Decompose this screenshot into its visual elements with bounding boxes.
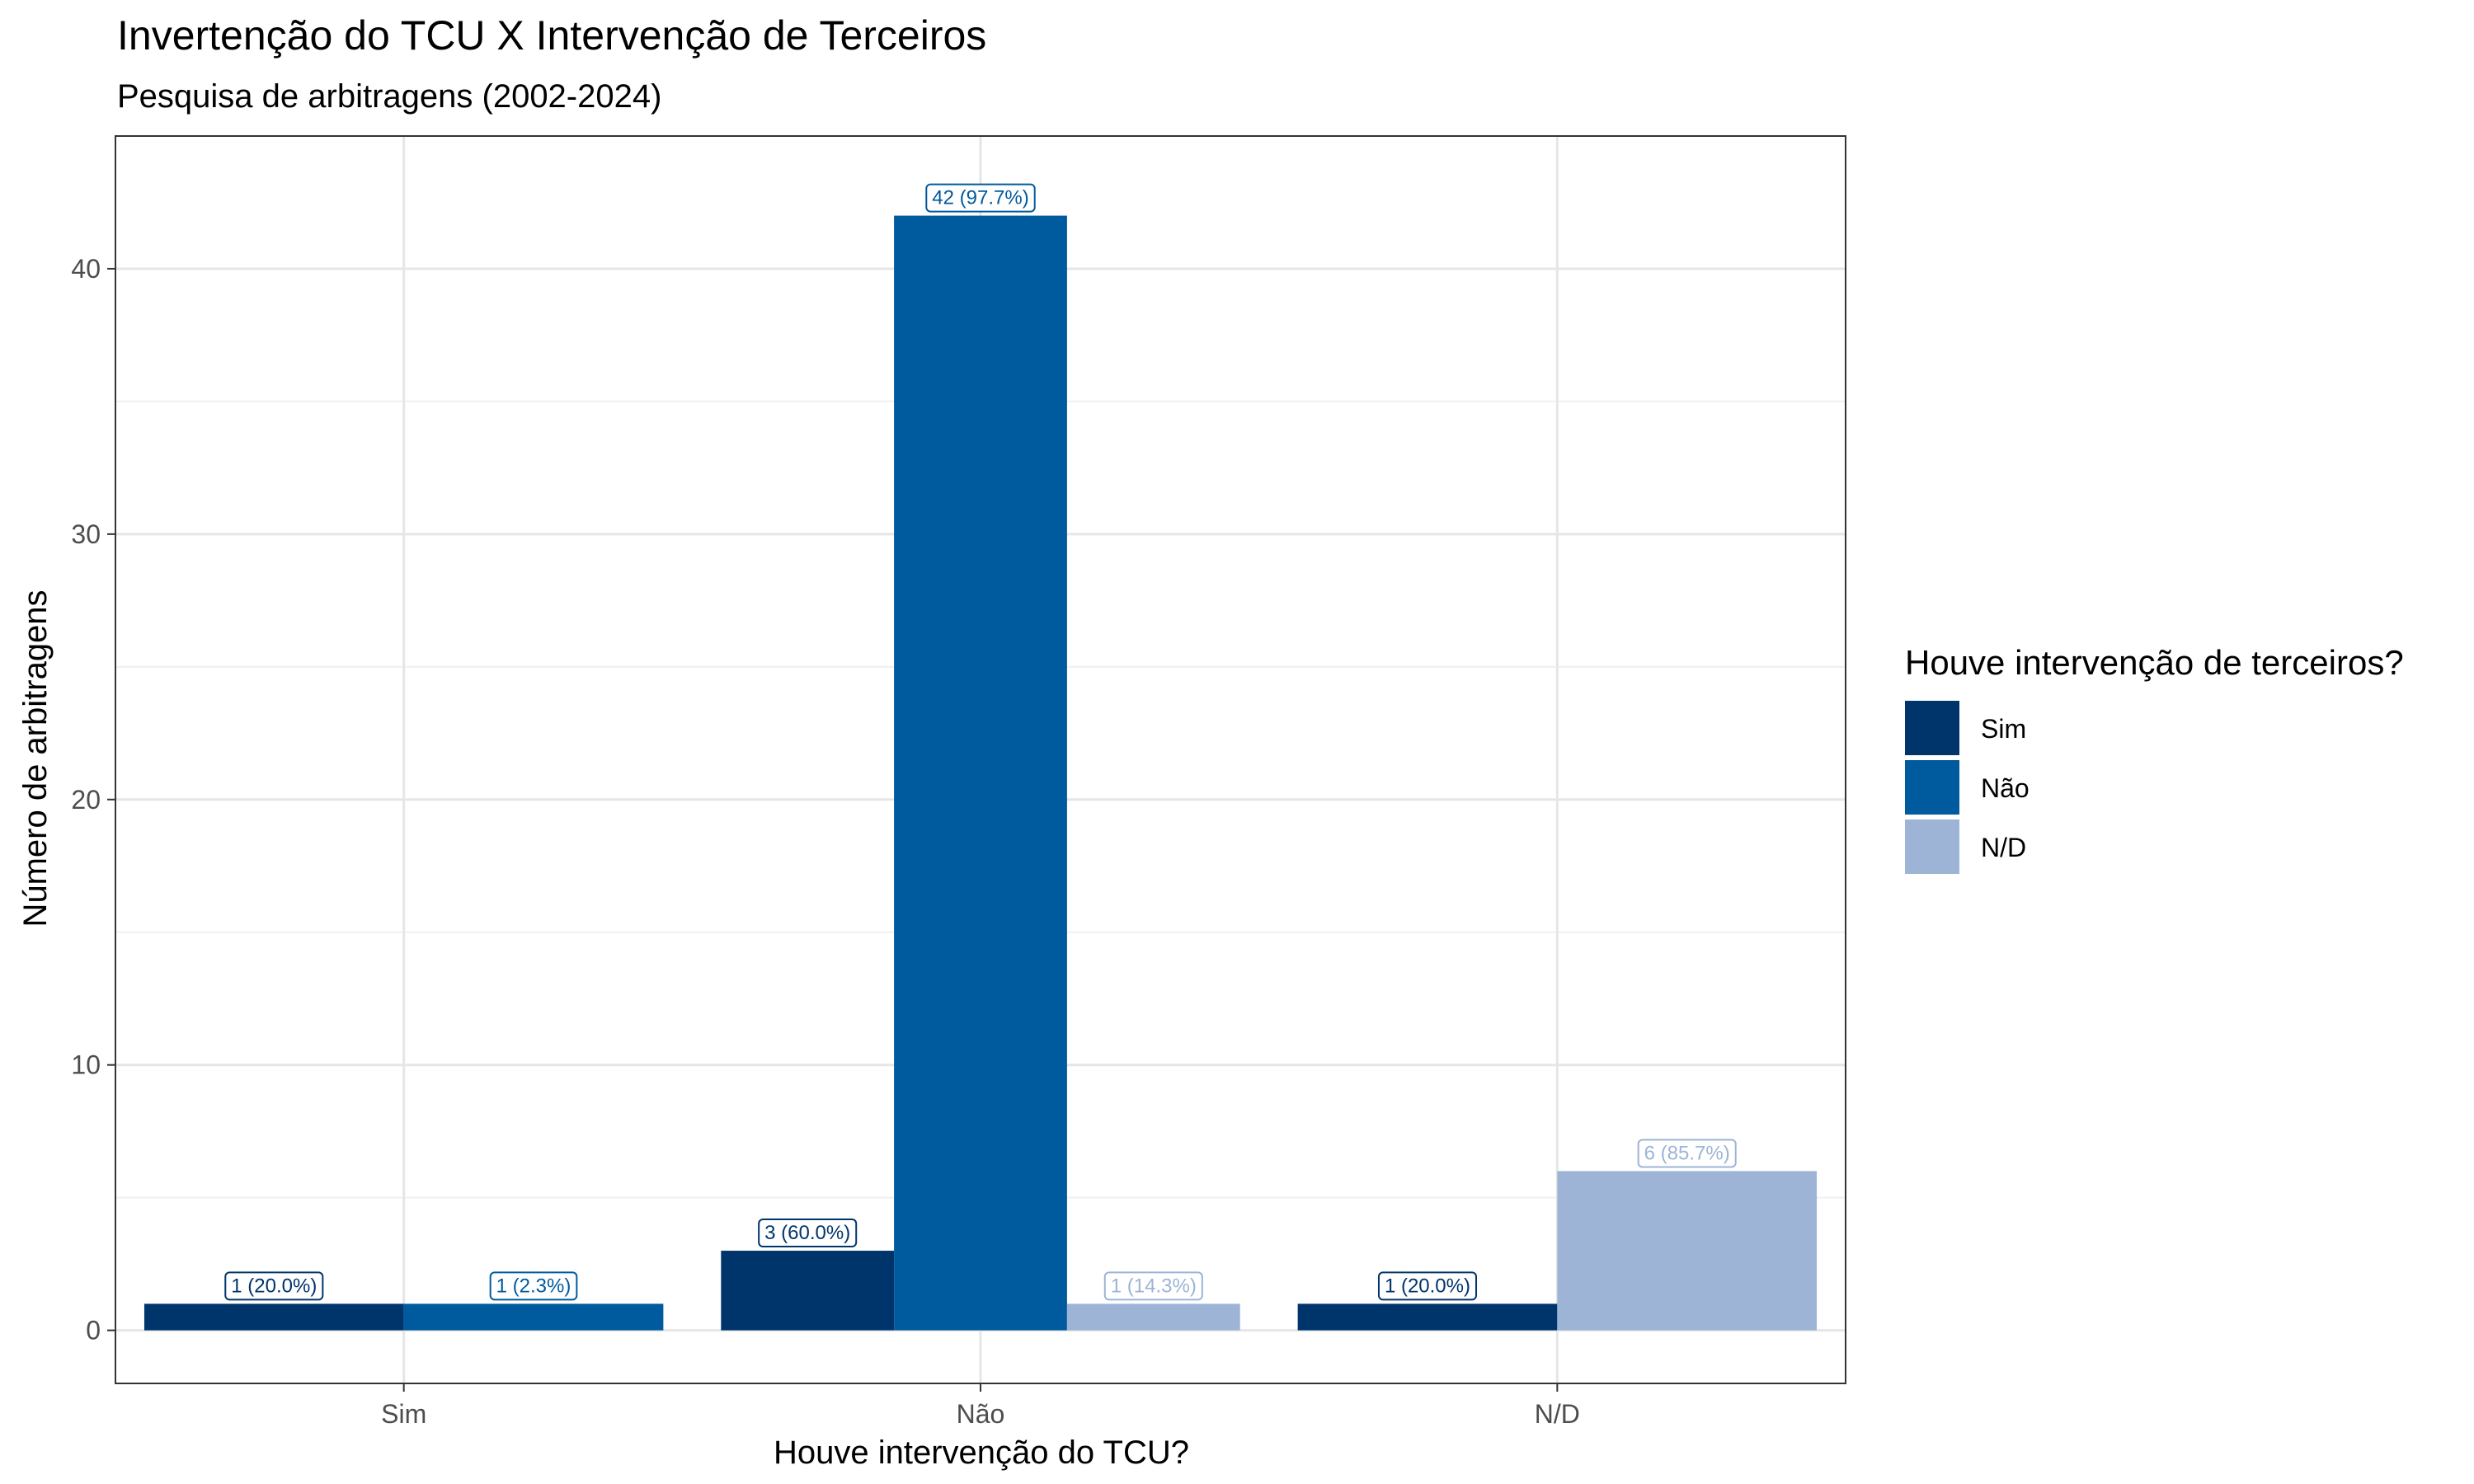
data-label-box [489, 1271, 578, 1301]
bar [721, 1251, 895, 1331]
plot-border [115, 135, 1846, 1384]
plot-area: 0 10 20 30 40 Sim Não N/D 1 (20.0%) 1 (2.3%) 3 (60… [71, 135, 1846, 1429]
data-label: 1 (20.0%) [224, 1271, 324, 1301]
x-tick-label: Não [957, 1399, 1005, 1429]
x-axis-title: Houve intervenção do TCU? [774, 1435, 1189, 1471]
data-label-text: 42 (97.7%) [932, 187, 1028, 209]
bar [1557, 1171, 1818, 1331]
data-label-box [758, 1219, 858, 1248]
data-label-text: 1 (20.0%) [1385, 1275, 1470, 1297]
legend-title: Houve intervenção de terceiros? [1905, 643, 2404, 682]
data-label-box [224, 1271, 324, 1301]
bar [143, 1303, 404, 1331]
chart-title: Invertenção do TCU X Intervenção de Terc… [117, 12, 986, 59]
data-label-text: 1 (2.3%) [496, 1275, 571, 1297]
legend-label: Sim [1981, 714, 2026, 744]
data-label-text: 1 (20.0%) [231, 1275, 317, 1297]
chart-subtitle: Pesquisa de arbitragens (2002-2024) [117, 78, 661, 115]
legend-label: N/D [1981, 833, 2026, 862]
y-tick-label: 0 [86, 1316, 101, 1345]
y-tick-label: 40 [71, 254, 101, 284]
y-axis-title: Número de arbitragens [17, 589, 54, 927]
data-label: 42 (97.7%) [925, 183, 1036, 213]
bar [1066, 1303, 1240, 1331]
data-label: 3 (60.0%) [758, 1219, 858, 1248]
data-label: 1 (20.0%) [1377, 1271, 1478, 1301]
data-label-box [1637, 1139, 1737, 1168]
y-tick-label: 10 [71, 1050, 101, 1080]
y-tick-label: 30 [71, 519, 101, 549]
data-label-text: 3 (60.0%) [764, 1222, 850, 1244]
x-tick-label: Sim [381, 1399, 426, 1429]
x-tick-label: N/D [1535, 1399, 1580, 1429]
bar [403, 1303, 664, 1331]
data-label: 6 (85.7%) [1637, 1139, 1737, 1168]
data-label: 1 (2.3%) [489, 1271, 578, 1301]
data-label-box [1103, 1271, 1203, 1301]
data-label: 1 (14.3%) [1103, 1271, 1203, 1301]
legend-label: Não [1981, 773, 2030, 803]
data-label-box [1377, 1271, 1478, 1301]
legend: Houve intervenção de terceiros? Sim Não N/… [1905, 643, 2404, 874]
data-label-text: 1 (14.3%) [1111, 1275, 1197, 1297]
legend-key [1905, 819, 1959, 874]
data-label-text: 6 (85.7%) [1644, 1142, 1730, 1164]
y-tick-label: 20 [71, 785, 101, 815]
data-label-box [925, 183, 1036, 213]
bar [894, 215, 1067, 1331]
bar [1297, 1303, 1558, 1331]
legend-key [1905, 760, 1959, 815]
legend-key [1905, 701, 1959, 755]
